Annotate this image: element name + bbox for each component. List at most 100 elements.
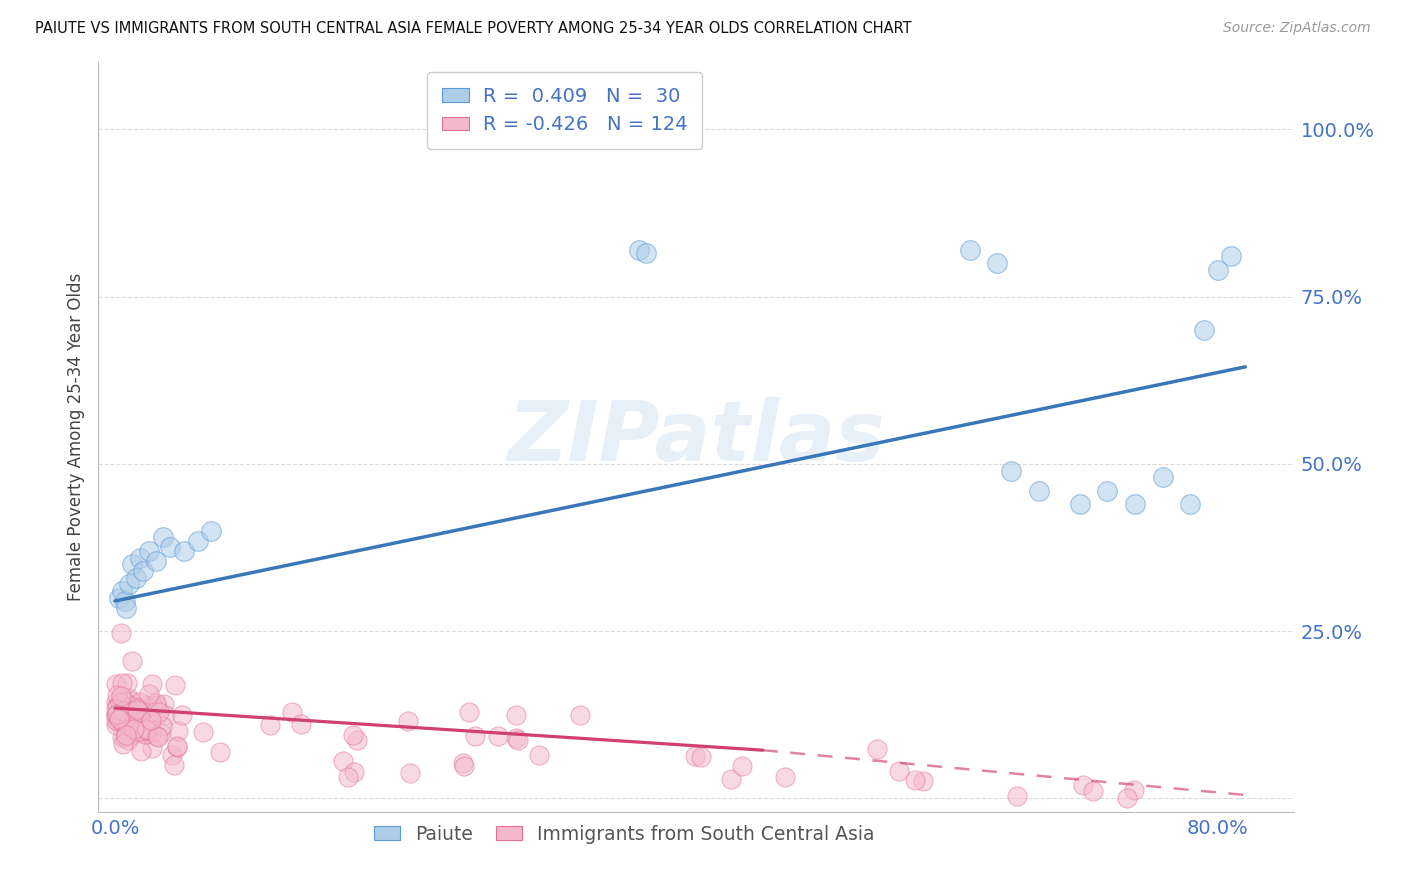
- Point: [1028, 483, 1050, 498]
- Point: [129, 707, 152, 722]
- Point: [959, 243, 981, 257]
- Point: [200, 524, 222, 538]
- Point: [1116, 790, 1139, 805]
- Point: [153, 707, 176, 722]
- Point: [105, 695, 128, 709]
- Point: [121, 654, 143, 668]
- Point: [139, 713, 162, 727]
- Point: [121, 557, 143, 572]
- Point: [689, 750, 711, 764]
- Point: [486, 729, 509, 743]
- Point: [128, 705, 150, 719]
- Point: [166, 739, 188, 754]
- Point: [150, 726, 173, 740]
- Point: [108, 706, 131, 720]
- Point: [146, 707, 169, 722]
- Point: [105, 706, 128, 721]
- Point: [153, 698, 176, 712]
- Point: [152, 530, 174, 544]
- Point: [187, 533, 209, 548]
- Point: [634, 246, 657, 260]
- Point: [122, 700, 145, 714]
- Point: [114, 704, 136, 718]
- Point: [141, 741, 163, 756]
- Point: [720, 772, 742, 787]
- Point: [108, 591, 131, 605]
- Point: [120, 699, 142, 714]
- Text: Source: ZipAtlas.com: Source: ZipAtlas.com: [1223, 21, 1371, 35]
- Text: ZIPatlas: ZIPatlas: [508, 397, 884, 477]
- Point: [105, 700, 128, 714]
- Point: [131, 723, 153, 738]
- Point: [129, 695, 152, 709]
- Point: [343, 765, 366, 780]
- Point: [111, 714, 134, 729]
- Legend: Paiute, Immigrants from South Central Asia: Paiute, Immigrants from South Central As…: [367, 817, 882, 851]
- Point: [627, 243, 650, 257]
- Point: [172, 707, 194, 722]
- Point: [135, 723, 157, 737]
- Point: [1071, 778, 1094, 792]
- Point: [398, 766, 420, 780]
- Point: [114, 705, 136, 719]
- Point: [163, 758, 186, 772]
- Point: [115, 704, 138, 718]
- Point: [1007, 789, 1029, 803]
- Point: [110, 625, 132, 640]
- Point: [105, 707, 128, 722]
- Point: [464, 729, 486, 743]
- Point: [138, 544, 160, 558]
- Point: [903, 773, 925, 788]
- Point: [111, 731, 134, 745]
- Point: [124, 571, 146, 585]
- Point: [128, 711, 150, 725]
- Point: [105, 718, 128, 732]
- Point: [128, 724, 150, 739]
- Point: [1097, 483, 1119, 498]
- Point: [146, 730, 169, 744]
- Point: [145, 554, 167, 568]
- Point: [141, 725, 163, 739]
- Point: [145, 698, 167, 712]
- Point: [775, 770, 797, 784]
- Point: [731, 759, 754, 773]
- Point: [125, 703, 148, 717]
- Point: [167, 723, 190, 738]
- Point: [148, 730, 170, 744]
- Point: [1000, 464, 1022, 478]
- Point: [105, 688, 128, 702]
- Point: [111, 676, 134, 690]
- Point: [112, 704, 135, 718]
- Point: [457, 706, 479, 720]
- Point: [129, 709, 152, 723]
- Y-axis label: Female Poverty Among 25-34 Year Olds: Female Poverty Among 25-34 Year Olds: [66, 273, 84, 601]
- Point: [131, 564, 153, 578]
- Point: [281, 705, 304, 719]
- Point: [114, 713, 136, 727]
- Point: [117, 732, 139, 747]
- Point: [1220, 250, 1243, 264]
- Point: [122, 717, 145, 731]
- Point: [911, 774, 934, 789]
- Point: [115, 675, 138, 690]
- Point: [129, 744, 152, 758]
- Point: [105, 707, 128, 722]
- Point: [683, 749, 706, 764]
- Point: [118, 577, 141, 591]
- Point: [118, 690, 141, 705]
- Point: [159, 541, 181, 555]
- Point: [139, 727, 162, 741]
- Point: [290, 716, 312, 731]
- Point: [115, 705, 138, 719]
- Point: [114, 730, 136, 744]
- Point: [568, 708, 591, 723]
- Point: [124, 725, 146, 739]
- Point: [111, 584, 134, 599]
- Point: [1206, 263, 1229, 277]
- Point: [889, 764, 911, 778]
- Point: [1152, 470, 1174, 484]
- Point: [141, 723, 163, 738]
- Point: [141, 698, 163, 712]
- Point: [150, 719, 173, 733]
- Point: [117, 718, 139, 732]
